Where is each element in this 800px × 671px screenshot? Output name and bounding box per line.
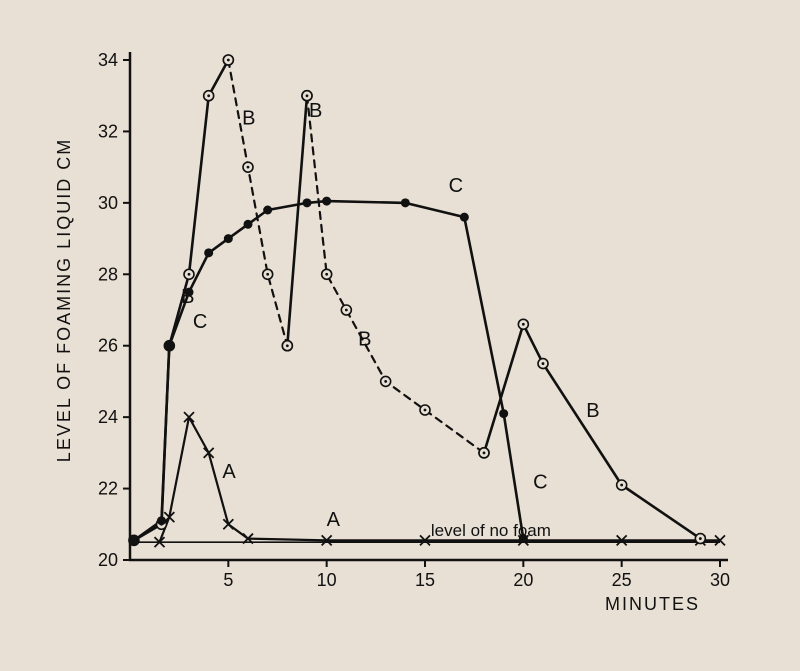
marker-odot-center xyxy=(620,484,623,487)
series-label-C: C xyxy=(449,175,463,197)
y-tick-label: 32 xyxy=(98,121,118,141)
series-label-B_dash2: B xyxy=(309,100,322,122)
series-label-B_solid_tail: B xyxy=(586,400,599,422)
chart-bg xyxy=(0,0,800,671)
y-tick-label: 26 xyxy=(98,336,118,356)
marker-odot-center xyxy=(522,323,525,326)
marker-dot xyxy=(460,213,469,222)
x-tick-label: 5 xyxy=(223,570,233,590)
series-label-C: C xyxy=(533,472,547,494)
y-tick-label: 22 xyxy=(98,479,118,499)
x-tick-label: 20 xyxy=(513,570,533,590)
marker-odot-center xyxy=(266,273,269,276)
marker-dot xyxy=(303,198,312,207)
marker-odot-center xyxy=(227,59,230,62)
marker-odot-center xyxy=(286,344,289,347)
marker-dot xyxy=(322,197,331,206)
series-label-B_dash2: B xyxy=(358,329,371,351)
marker-odot-center xyxy=(188,273,191,276)
y-tick-label: 28 xyxy=(98,264,118,284)
y-tick-label: 30 xyxy=(98,193,118,213)
x-tick-label: 30 xyxy=(710,570,730,590)
marker-dot xyxy=(129,536,138,545)
series-label-A: A xyxy=(327,509,341,531)
marker-odot-center xyxy=(247,166,250,169)
baseline-label: level of no foam xyxy=(431,521,551,540)
marker-odot-center xyxy=(325,273,328,276)
marker-dot xyxy=(165,341,174,350)
marker-dot xyxy=(499,409,508,418)
marker-odot-center xyxy=(483,451,486,454)
x-tick-label: 25 xyxy=(612,570,632,590)
series-label-C: C xyxy=(193,311,207,333)
y-tick-label: 24 xyxy=(98,407,118,427)
marker-odot-center xyxy=(384,380,387,383)
marker-dot xyxy=(401,198,410,207)
chart-svg: 20 22 24 26 28 30 32 34 5 10 15 20 25 30 LEVEL OF FOAM… xyxy=(0,0,800,671)
x-tick-label: 10 xyxy=(317,570,337,590)
marker-odot-center xyxy=(306,94,309,97)
x-tick-label: 15 xyxy=(415,570,435,590)
series-label-B_solid: B xyxy=(242,107,255,129)
y-tick-label: 20 xyxy=(98,550,118,570)
marker-dot xyxy=(263,206,272,215)
marker-dot xyxy=(157,516,166,525)
marker-odot-center xyxy=(542,362,545,365)
series-label-A: A xyxy=(222,461,236,483)
marker-odot-center xyxy=(345,309,348,312)
marker-dot xyxy=(224,234,233,243)
marker-odot-center xyxy=(699,537,702,540)
marker-odot-center xyxy=(424,409,427,412)
y-axis-label: LEVEL OF FOAMING LIQUID CM xyxy=(54,138,74,462)
marker-dot xyxy=(204,248,213,257)
marker-odot-center xyxy=(207,94,210,97)
x-axis-label: MINUTES xyxy=(605,594,700,614)
series-label-B_solid: B xyxy=(181,286,194,308)
marker-dot xyxy=(244,220,253,229)
y-tick-label: 34 xyxy=(98,50,118,70)
marker-dot xyxy=(519,534,528,543)
chart-container: 20 22 24 26 28 30 32 34 5 10 15 20 25 30 LEVEL OF FOAM… xyxy=(0,0,800,671)
